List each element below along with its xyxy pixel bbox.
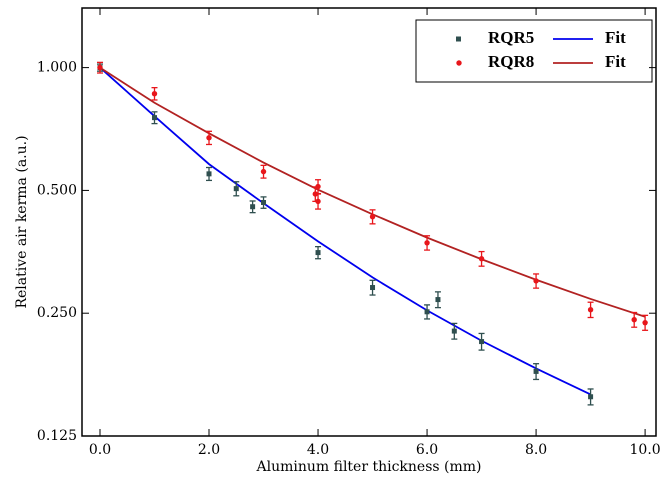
data-point	[631, 316, 637, 323]
data-point	[206, 135, 212, 141]
y-tick-label: 0.125	[37, 428, 77, 444]
x-axis-label: Aluminum filter thickness (mm)	[255, 459, 481, 475]
y-axis-label: Relative air kerma (a.u.)	[14, 135, 30, 308]
legend-label: RQR8	[488, 52, 534, 71]
data-point	[369, 214, 376, 220]
x-tick-label: 6.0	[416, 442, 438, 458]
legend-label: Fit	[605, 52, 626, 71]
x-tick-label: 0.0	[89, 442, 111, 458]
data-point	[250, 204, 256, 210]
data-point	[206, 171, 212, 177]
data-point	[261, 200, 267, 206]
data-point	[260, 168, 267, 175]
data-point	[97, 64, 103, 71]
legend-label: Fit	[605, 28, 626, 47]
data-point	[451, 328, 457, 334]
data-point	[424, 240, 430, 246]
data-point	[151, 91, 158, 97]
legend-label: RQR5	[488, 28, 534, 47]
legend-marker	[456, 36, 461, 42]
data-point	[315, 250, 321, 256]
legend-frame	[415, 19, 653, 83]
data-point	[533, 278, 539, 284]
y-tick-label: 1.000	[37, 60, 77, 76]
x-tick-label: 4.0	[307, 442, 329, 458]
data-point	[424, 309, 430, 315]
y-tick-label: 0.250	[37, 305, 77, 321]
y-tick-label: 0.500	[37, 182, 77, 198]
data-point	[370, 285, 376, 291]
data-point	[315, 183, 321, 190]
x-tick-label: 2.0	[198, 442, 220, 458]
fit-line	[99, 66, 646, 318]
data-point	[587, 306, 594, 313]
data-point	[642, 319, 648, 326]
data-point	[588, 394, 594, 400]
data-point	[478, 256, 485, 262]
data-point	[315, 198, 321, 205]
plot-area	[96, 61, 649, 406]
data-point	[151, 115, 157, 121]
x-tick-label: 8.0	[525, 442, 547, 458]
legend-marker	[456, 60, 462, 66]
data-point	[533, 368, 539, 374]
plot-frame	[81, 7, 657, 437]
data-point	[233, 186, 239, 192]
fit-line	[99, 66, 591, 396]
data-point	[435, 297, 441, 303]
data-point	[479, 339, 485, 345]
x-tick-label: 10.0	[630, 442, 661, 458]
